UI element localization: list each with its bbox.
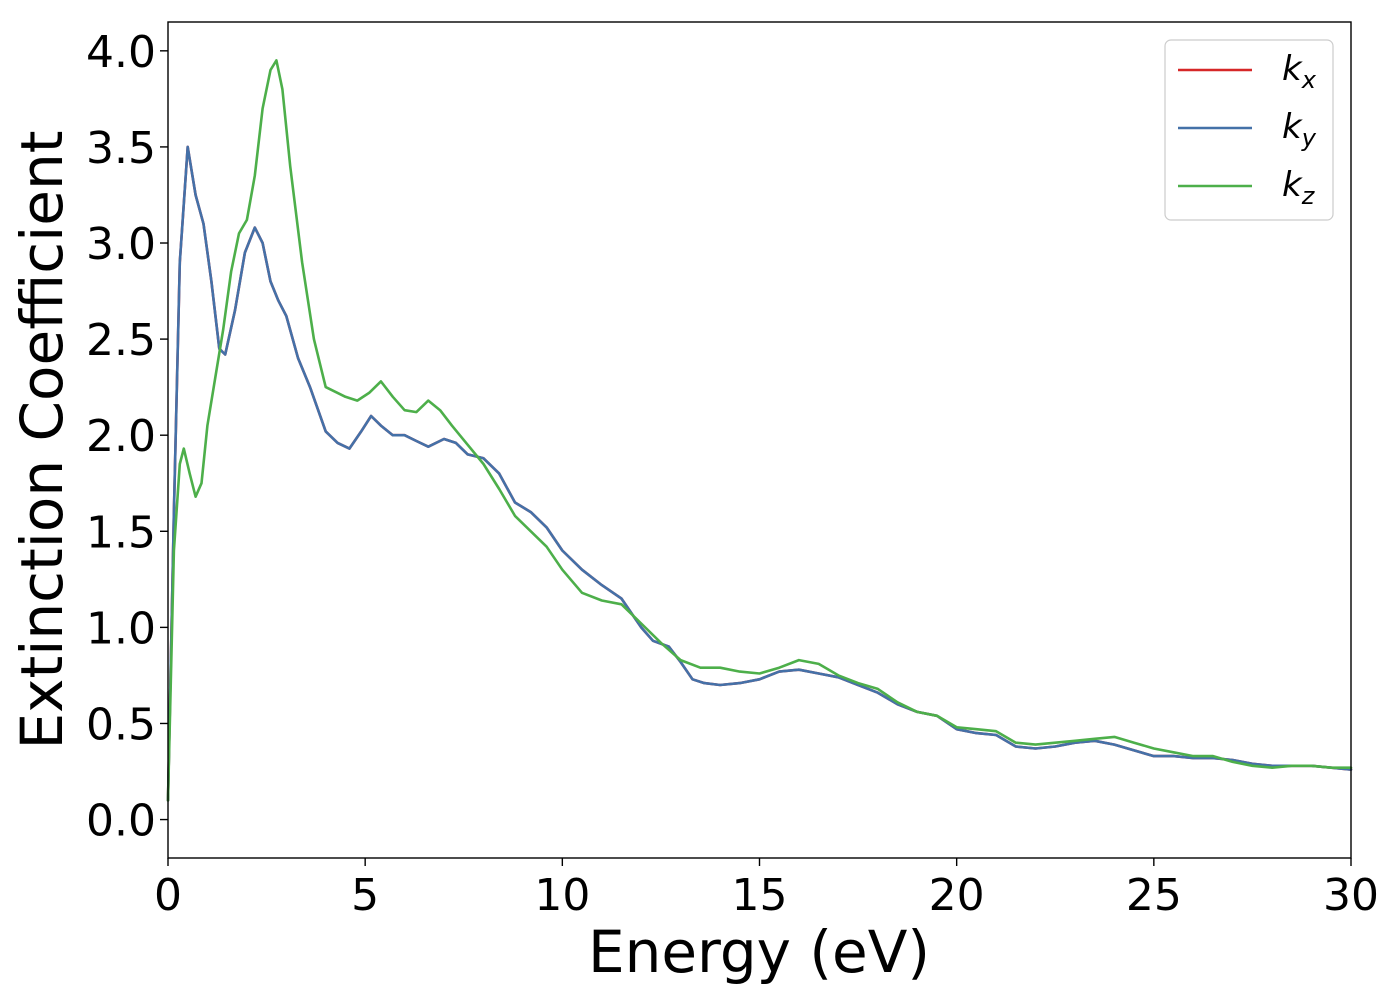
x-tick-label: 0 [154, 870, 182, 921]
x-tick-label: 15 [732, 870, 788, 921]
legend-label-subscript: x [1301, 66, 1317, 94]
y-tick-label: 4.0 [86, 27, 156, 78]
legend-label-subscript: y [1301, 124, 1317, 152]
y-tick-label: 3.5 [86, 123, 156, 174]
x-tick-label: 5 [351, 870, 379, 921]
series-line-kz [166, 59, 1353, 802]
series-layer [166, 59, 1353, 802]
x-tick-label: 10 [534, 870, 590, 921]
y-tick-label: 0.0 [86, 796, 156, 847]
y-tick-label: 1.5 [86, 507, 156, 558]
y-tick-label: 3.0 [86, 219, 156, 270]
series-line-ky [166, 145, 1353, 802]
legend-label-subscript: z [1301, 182, 1316, 210]
y-axis-title: Extinction Coefficient [8, 131, 76, 750]
y-axis: 0.0 0.5 1.0 1.5 2.0 2.5 3.0 3.5 4.0 [86, 27, 168, 847]
y-tick-label: 2.0 [86, 411, 156, 462]
x-tick-label: 30 [1323, 870, 1379, 921]
y-tick-label: 2.5 [86, 315, 156, 366]
x-axis: 0 5 10 15 20 25 30 [154, 858, 1379, 921]
y-tick-label: 1.0 [86, 603, 156, 654]
x-tick-label: 25 [1126, 870, 1182, 921]
x-tick-label: 20 [929, 870, 985, 921]
y-tick-label: 0.5 [86, 699, 156, 750]
x-axis-title: Energy (eV) [588, 918, 930, 986]
legend-box [1164, 39, 1334, 221]
